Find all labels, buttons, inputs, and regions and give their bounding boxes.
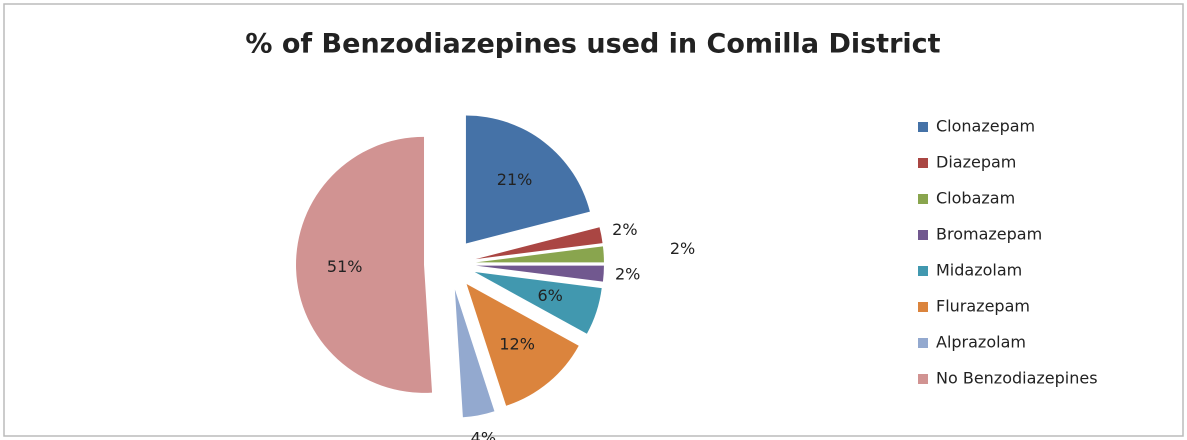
pie-slice [454, 289, 495, 418]
legend-label: Midazolam [936, 261, 1022, 280]
legend-swatch [918, 194, 928, 204]
legend-swatch [918, 158, 928, 168]
legend-label: Clobazam [936, 189, 1015, 208]
data-label: 2% [670, 239, 695, 258]
pie-slice [465, 115, 590, 244]
legend-label: Bromazepam [936, 225, 1042, 244]
legend-swatch [918, 266, 928, 276]
pie-slice [474, 272, 602, 334]
data-label: 21% [497, 170, 533, 189]
data-label: 4% [471, 428, 496, 440]
legend-swatch [918, 122, 928, 132]
chart-title: % of Benzodiazepines used in Comilla Dis… [245, 29, 940, 60]
data-label: 2% [615, 265, 640, 284]
legend-swatch [918, 302, 928, 312]
legend-swatch [918, 230, 928, 240]
legend-label: No Benzodiazepines [936, 369, 1098, 388]
data-label: 51% [327, 257, 363, 276]
chart-frame [3, 3, 1184, 437]
data-label: 12% [499, 335, 535, 354]
legend-label: Diazepam [936, 153, 1016, 172]
legend-label: Clonazepam [936, 117, 1035, 136]
pie-slice [296, 136, 433, 393]
pie-slice [475, 246, 604, 263]
legend-swatch [918, 374, 928, 384]
pie-slice [475, 265, 604, 282]
data-label: 2% [612, 220, 637, 239]
legend-label: Alprazolam [936, 333, 1026, 352]
legend-swatch [918, 338, 928, 348]
legend-label: Flurazepam [936, 297, 1030, 316]
pie-slice [466, 284, 579, 406]
pie-slice [475, 227, 603, 260]
data-label: 6% [538, 286, 563, 305]
